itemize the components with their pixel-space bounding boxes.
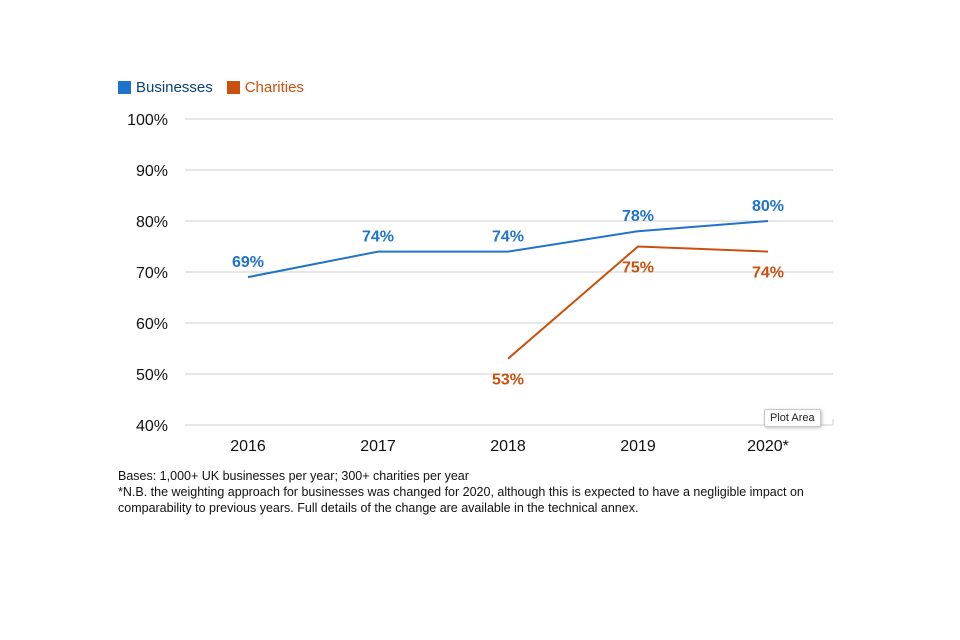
data-label-charities: 75% [622, 260, 654, 277]
data-label-businesses: 78% [622, 208, 654, 225]
chart-legend: Businesses Charities [118, 79, 304, 96]
y-tick-label: 50% [136, 367, 168, 384]
x-tick-label: 2018 [490, 438, 526, 455]
y-tick-label: 80% [136, 214, 168, 231]
legend-item-charities[interactable]: Charities [226, 79, 304, 96]
y-tick-label: 100% [127, 112, 168, 129]
x-tick-label: 2017 [360, 438, 396, 455]
chart-notes: Bases: 1,000+ UK businesses per year; 30… [118, 468, 848, 516]
data-label-businesses: 69% [232, 254, 264, 271]
data-label-businesses: 74% [492, 229, 524, 246]
y-tick-label: 60% [136, 316, 168, 333]
x-tick-label: 2020* [747, 438, 789, 455]
y-tick-label: 70% [136, 265, 168, 282]
legend-swatch-charities [226, 81, 240, 94]
legend-item-businesses[interactable]: Businesses [118, 79, 213, 96]
y-tick-label: 40% [136, 418, 168, 435]
x-tick-label: 2016 [230, 438, 266, 455]
legend-label-charities: Charities [244, 79, 304, 96]
legend-label-businesses: Businesses [136, 79, 213, 96]
x-tick-label: 2019 [620, 438, 656, 455]
series-line-businesses [247, 220, 769, 279]
legend-swatch-businesses [118, 81, 131, 94]
nb-note: *N.B. the weighting approach for busines… [118, 485, 804, 515]
series-line-charities [507, 245, 769, 360]
bases-note: Bases: 1,000+ UK businesses per year; 30… [118, 469, 469, 483]
plot-area-tooltip: Plot Area [764, 409, 821, 427]
data-label-charities: 74% [752, 265, 784, 282]
data-label-businesses: 74% [362, 229, 394, 246]
data-label-charities: 53% [492, 372, 524, 389]
y-tick-label: 90% [136, 163, 168, 180]
data-label-businesses: 80% [752, 198, 784, 215]
